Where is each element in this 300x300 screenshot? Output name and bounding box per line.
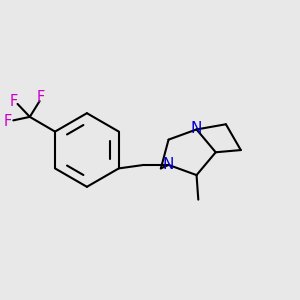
Text: F: F	[4, 114, 12, 129]
Text: F: F	[37, 90, 45, 105]
Text: N: N	[191, 121, 202, 136]
Text: F: F	[10, 94, 18, 109]
Text: N: N	[163, 158, 174, 172]
